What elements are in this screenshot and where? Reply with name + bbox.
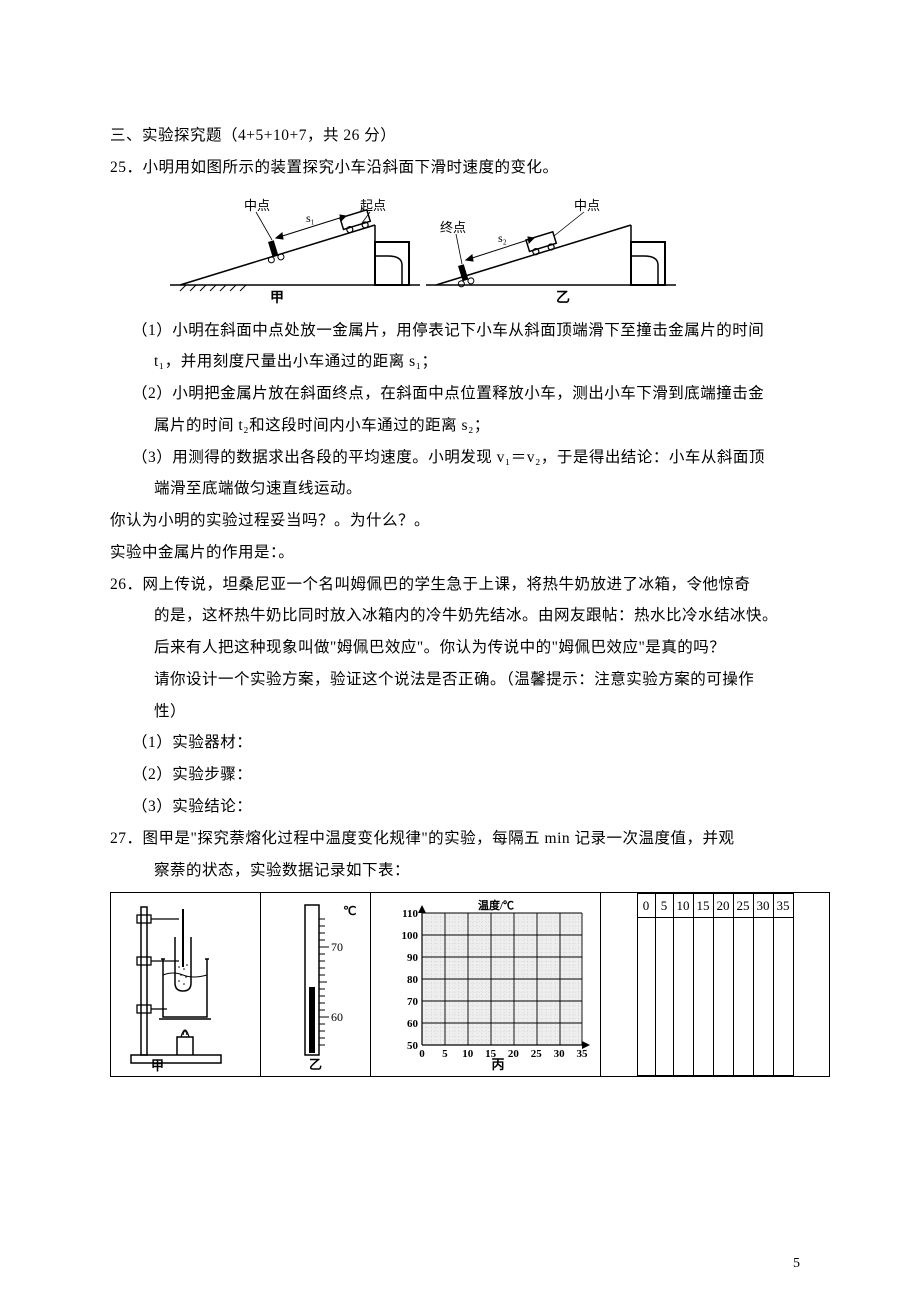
table-empty-cell — [693, 918, 713, 1076]
grid-caption: 丙 — [491, 1057, 504, 1072]
q25-p2: （2）小明把金属片放在斜面终点，在斜面中点位置释放小车，测出小车下滑到底端撞击金 — [110, 378, 810, 410]
x-tick: 30 — [554, 1048, 566, 1060]
page-number: 5 — [793, 1256, 800, 1272]
q26-a1: （1）实验器材： — [110, 727, 810, 759]
section-title: 三、实验探究题（4+5+10+7，共 26 分） — [110, 120, 810, 152]
q26-l2: 的是，这杯热牛奶比同时放入冰箱内的冷牛奶先结冰。由网友跟帖：热水比冷水结冰快。 — [110, 600, 810, 632]
label-start: 起点 — [360, 198, 386, 213]
q25-figure: 中点 起点 s₁ 甲 — [170, 190, 810, 305]
q27-l1: 27．图甲是"探究萘熔化过程中温度变化规律"的实验，每隔五 min 记录一次温度… — [110, 823, 810, 855]
y-tick: 60 — [407, 1018, 419, 1030]
table-empty-cell — [655, 918, 673, 1076]
q25-stem: 25．小明用如图所示的装置探究小车沿斜面下滑时速度的变化。 — [110, 152, 810, 184]
x-tick: 0 — [419, 1048, 425, 1060]
y-tick: 70 — [407, 996, 419, 1008]
label-s2: s₂ — [498, 231, 507, 245]
q25-p3: （3）用测得的数据求出各段的平均速度。小明发现 v₁＝v₂，于是得出结论：小车从… — [110, 442, 810, 474]
table-empty-cell — [733, 918, 753, 1076]
table-header-cell: 20 — [713, 894, 733, 918]
label-midpoint-left: 中点 — [244, 198, 270, 213]
q26-a2: （2）实验步骤： — [110, 759, 810, 791]
table-empty-cell — [637, 918, 655, 1076]
q25-p2b: 属片的时间 t₂和这段时间内小车通过的距离 s₂； — [110, 410, 810, 442]
y-tick: 100 — [402, 930, 419, 942]
q25-p1b: t₁，并用刻度尺量出小车通过的距离 s₁； — [110, 346, 810, 378]
svg-text:℃: ℃ — [343, 904, 356, 918]
q26-a3: （3）实验结论： — [110, 791, 810, 823]
apparatus-caption: 甲 — [151, 1058, 164, 1072]
table-header-cell: 10 — [673, 894, 693, 918]
y-tick: 90 — [407, 952, 419, 964]
table-empty-cell — [753, 918, 773, 1076]
thermometer-svg: 70 60 ℃ 乙 — [271, 897, 361, 1072]
y-tick: 50 — [407, 1040, 419, 1052]
q25-p1: （1）小明在斜面中点处放一金属片，用停表记下小车从斜面顶端滑下至撞击金属片的时间 — [110, 315, 810, 347]
x-tick: 25 — [531, 1048, 543, 1060]
label-end: 终点 — [440, 220, 466, 235]
table-header-cell: 35 — [773, 894, 793, 918]
thermo-mark-60: 60 — [331, 1010, 343, 1024]
q27-l2: 察萘的状态，实验数据记录如下表： — [110, 855, 810, 887]
table-header-cell: 30 — [753, 894, 773, 918]
ramp-right-svg: 中点 终点 s₂ 乙 — [426, 190, 676, 305]
label-midpoint-right: 中点 — [574, 198, 600, 213]
table-empty-cell — [673, 918, 693, 1076]
table-empty-cell — [713, 918, 733, 1076]
q26-l5: 性） — [110, 696, 810, 728]
x-tick: 10 — [462, 1048, 474, 1060]
x-tick: 20 — [508, 1048, 520, 1060]
q25-ask2: 实验中金属片的作用是：。 — [110, 537, 810, 569]
q26-l3: 后来有人把这种现象叫做"姆佩巴效应"。你认为传说中的"姆佩巴效应"是真的吗？ — [110, 632, 810, 664]
table-header-cell: 15 — [693, 894, 713, 918]
data-table: 05101520253035 — [637, 893, 794, 1076]
q27-figure-row: 甲 — [110, 892, 830, 1077]
apparatus-svg: 甲 — [121, 897, 251, 1072]
q26-l4: 请你设计一个实验方案，验证这个说法是否正确。（温馨提示：注意实验方案的可操作 — [110, 664, 810, 696]
q25-p3b: 端滑至底端做匀速直线运动。 — [110, 473, 810, 505]
table-header-cell: 5 — [655, 894, 673, 918]
q26-l1: 26．网上传说，坦桑尼亚一个名叫姆佩巴的学生急于上课，将热牛奶放进了冰箱，令他惊… — [110, 569, 810, 601]
thermo-mark-70: 70 — [331, 940, 343, 954]
x-tick: 5 — [442, 1048, 448, 1060]
x-tick: 35 — [577, 1048, 589, 1060]
caption-left: 甲 — [270, 290, 284, 305]
label-s1: s₁ — [306, 211, 315, 225]
thermo-caption: 乙 — [309, 1057, 322, 1072]
y-axis-label: 温度/℃ — [478, 898, 514, 912]
table-header-cell: 25 — [733, 894, 753, 918]
table-header-cell: 0 — [637, 894, 655, 918]
q25-ask1: 你认为小明的实验过程妥当吗？。为什么？。 — [110, 505, 810, 537]
caption-right: 乙 — [556, 290, 570, 305]
table-empty-cell — [773, 918, 793, 1076]
y-tick: 80 — [407, 974, 419, 986]
grid-chart-svg: 温度/℃ — [378, 897, 593, 1072]
ramp-left-svg: 中点 起点 s₁ 甲 — [170, 190, 420, 305]
y-tick: 110 — [402, 908, 418, 920]
